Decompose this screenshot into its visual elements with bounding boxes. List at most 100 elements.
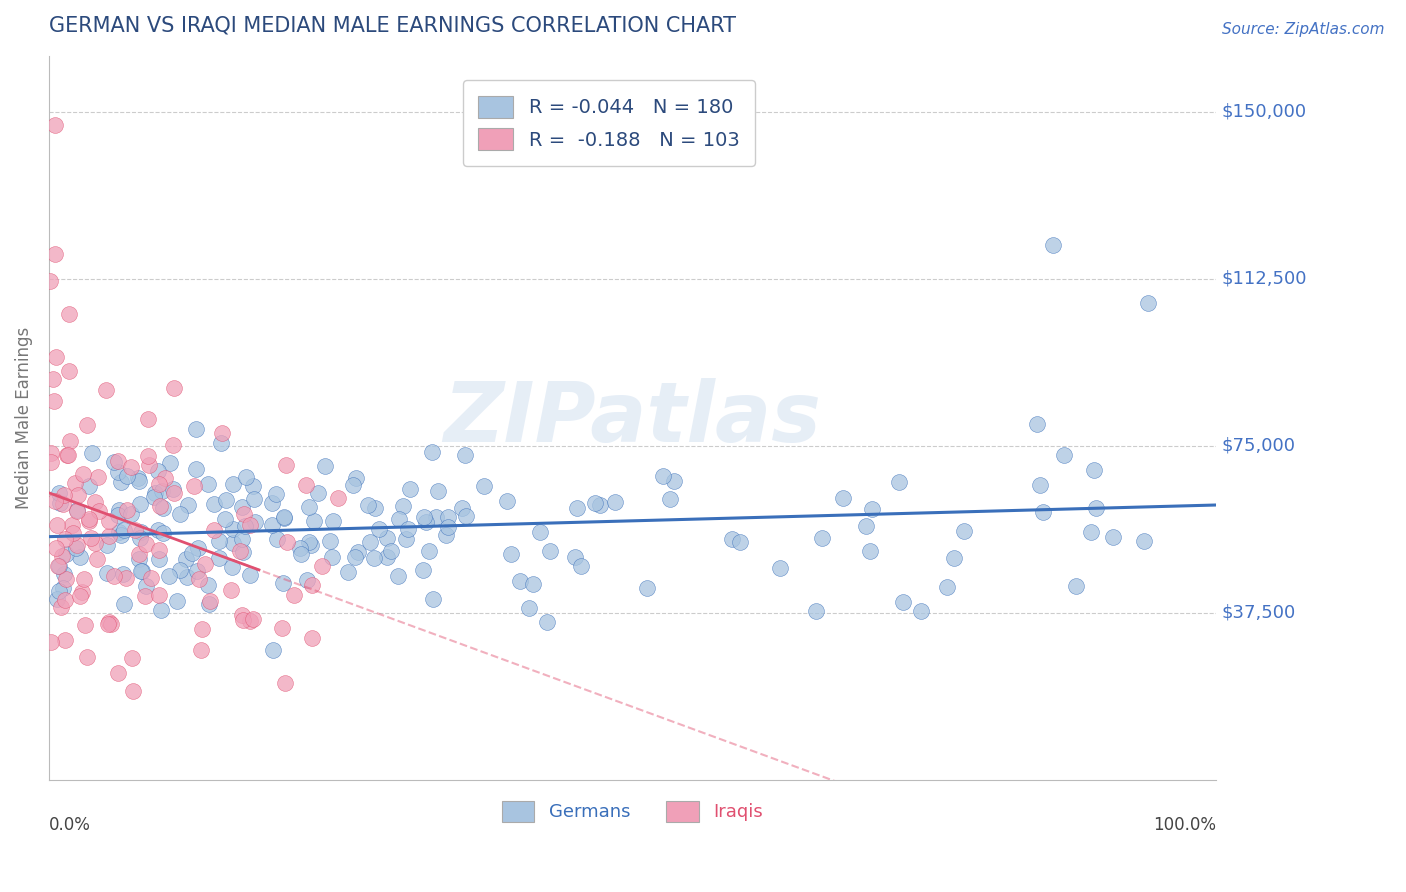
Point	[276, 534, 298, 549]
Point	[181, 546, 204, 560]
Point	[262, 496, 284, 510]
Point	[107, 524, 129, 539]
Point	[128, 474, 150, 488]
Point	[110, 527, 132, 541]
Point	[603, 495, 626, 509]
Point	[69, 550, 91, 565]
Point	[45, 592, 67, 607]
Point	[422, 445, 444, 459]
Point	[65, 541, 87, 555]
Point	[806, 604, 828, 618]
Point	[191, 622, 214, 636]
Text: $112,500: $112,500	[1222, 269, 1308, 288]
Point	[96, 566, 118, 580]
Point	[297, 534, 319, 549]
Point	[283, 588, 305, 602]
Point	[150, 483, 173, 498]
Point	[321, 550, 343, 565]
Point	[322, 514, 344, 528]
Point	[55, 572, 77, 586]
Y-axis label: Median Male Earnings: Median Male Earnings	[15, 326, 32, 509]
Point	[134, 589, 156, 603]
Point	[58, 307, 80, 321]
Point	[233, 518, 256, 533]
Point	[855, 519, 877, 533]
Point	[328, 491, 350, 505]
Point	[357, 499, 380, 513]
Point	[53, 532, 76, 546]
Point	[176, 569, 198, 583]
Point	[202, 497, 225, 511]
Legend: Germans, Iraqis: Germans, Iraqis	[495, 794, 770, 829]
Point	[194, 557, 217, 571]
Point	[536, 615, 558, 629]
Point	[53, 593, 76, 607]
Point	[1083, 463, 1105, 477]
Point	[472, 479, 495, 493]
Point	[1080, 524, 1102, 539]
Point	[499, 547, 522, 561]
Point	[52, 582, 75, 596]
Point	[264, 487, 287, 501]
Point	[48, 583, 70, 598]
Point	[77, 512, 100, 526]
Point	[80, 445, 103, 459]
Point	[336, 565, 359, 579]
Point	[415, 515, 437, 529]
Point	[55, 548, 77, 562]
Point	[76, 418, 98, 433]
Point	[103, 455, 125, 469]
Point	[662, 474, 685, 488]
Point	[347, 545, 370, 559]
Point	[53, 632, 76, 647]
Point	[73, 617, 96, 632]
Point	[129, 564, 152, 578]
Text: GERMAN VS IRAQI MEDIAN MALE EARNINGS CORRELATION CHART: GERMAN VS IRAQI MEDIAN MALE EARNINGS COR…	[49, 15, 735, 35]
Point	[96, 538, 118, 552]
Point	[936, 580, 959, 594]
Point	[273, 510, 295, 524]
Point	[39, 446, 62, 460]
Point	[176, 498, 198, 512]
Point	[1042, 238, 1064, 252]
Point	[343, 550, 366, 565]
Point	[380, 543, 402, 558]
Point	[83, 536, 105, 550]
Point	[72, 467, 94, 481]
Point	[53, 566, 76, 581]
Point	[392, 499, 415, 513]
Point	[413, 509, 436, 524]
Point	[198, 597, 221, 611]
Point	[41, 372, 63, 386]
Point	[39, 455, 62, 469]
Point	[100, 617, 122, 632]
Point	[1025, 417, 1047, 431]
Point	[66, 503, 89, 517]
Point	[454, 448, 477, 462]
Point	[70, 585, 93, 599]
Point	[811, 532, 834, 546]
Point	[399, 483, 422, 497]
Point	[219, 583, 242, 598]
Point	[437, 519, 460, 533]
Point	[128, 547, 150, 561]
Point	[63, 476, 86, 491]
Point	[891, 595, 914, 609]
Point	[148, 542, 170, 557]
Point	[422, 591, 444, 606]
Point	[148, 523, 170, 537]
Point	[98, 529, 121, 543]
Point	[262, 643, 284, 657]
Point	[377, 550, 399, 565]
Point	[454, 509, 477, 524]
Point	[107, 508, 129, 523]
Point	[152, 525, 174, 540]
Point	[51, 600, 73, 615]
Point	[728, 534, 751, 549]
Text: ZIPatlas: ZIPatlas	[443, 377, 821, 458]
Text: $150,000: $150,000	[1222, 103, 1306, 120]
Point	[769, 561, 792, 575]
Point	[52, 488, 75, 502]
Point	[910, 604, 932, 618]
Point	[73, 572, 96, 586]
